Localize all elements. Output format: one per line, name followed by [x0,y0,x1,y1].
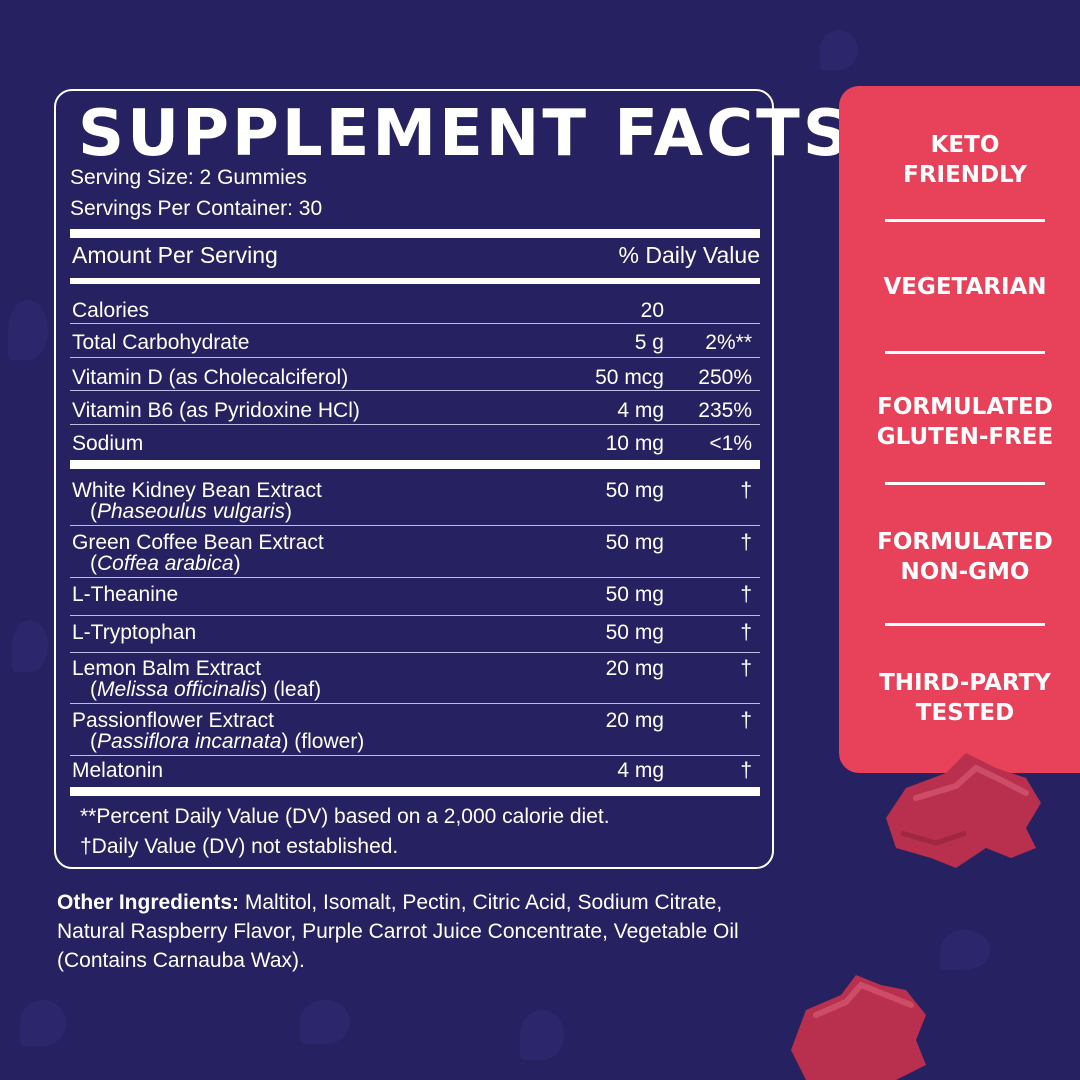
nutrient-daily-value: 235% [698,399,752,422]
row-divider [70,615,760,616]
servings-per-container: Servings Per Container: 30 [70,197,323,220]
background-leaf-shape [8,300,48,360]
panel-title: SUPPLEMENT FACTS [78,97,852,171]
background-leaf-shape [12,620,48,672]
claim-divider [885,219,1045,222]
claims-panel: KETO FRIENDLY VEGETARIAN FORMULATED GLUT… [839,86,1080,773]
nutrient-name: Calories [72,299,150,322]
row-divider [70,525,760,526]
background-leaf-shape [820,30,858,70]
ingredient-name: Passionflower Extract [72,709,274,732]
row-divider [70,357,760,358]
ingredient-name: L-Tryptophan [72,621,197,644]
ingredient-scientific-name: (Coffea arabica) [90,552,241,575]
ingredient-amount: 50 mg [605,583,664,606]
footnote-dv-not-established: †Daily Value (DV) not established. [80,835,399,858]
thick-divider [70,229,760,238]
row-divider [70,323,760,324]
claim-vegetarian: VEGETARIAN [839,272,1080,302]
nutrient-name: Vitamin D (as Cholecalciferol) [72,366,349,389]
nutrient-daily-value: 2%** [705,331,752,354]
ingredient-amount: 20 mg [605,657,664,680]
row-divider [70,755,760,756]
ingredient-amount: 50 mg [605,531,664,554]
row-divider [70,652,760,653]
ingredient-daily-value: † [740,621,752,644]
claim-line: KETO [930,132,1000,158]
thick-divider [70,787,760,796]
ingredient-daily-value: † [740,759,752,782]
claim-divider [885,482,1045,485]
ingredient-daily-value: † [740,657,752,680]
row-divider [70,703,760,704]
ingredient-amount: 20 mg [605,709,664,732]
ingredient-amount: 4 mg [617,759,664,782]
row-divider [70,577,760,578]
claim-line: FORMULATED [877,394,1053,420]
ingredient-scientific-name: (Phaseoulus vulgaris) [90,500,292,523]
ingredient-amount: 50 mg [605,479,664,502]
nutrient-daily-value: 250% [698,366,752,389]
ingredient-name: Green Coffee Bean Extract [72,531,324,554]
nutrient-amount: 4 mg [617,399,664,422]
claim-third-party-tested: THIRD-PARTY TESTED [839,668,1080,728]
claim-keto-friendly: KETO FRIENDLY [839,130,1080,190]
claim-non-gmo: FORMULATED NON-GMO [839,527,1080,587]
ingredient-name: Lemon Balm Extract [72,657,262,680]
nutrient-name: Vitamin B6 (as Pyridoxine HCl) [72,399,360,422]
ingredient-name: Melatonin [72,759,164,782]
claim-divider [885,623,1045,626]
other-ingredients: Other Ingredients: Maltitol, Isomalt, Pe… [57,888,777,975]
ingredient-daily-value: † [740,583,752,606]
row-divider [70,424,760,425]
ingredient-daily-value: † [740,531,752,554]
daily-value-label: % Daily Value [618,242,760,268]
claim-line: VEGETARIAN [883,274,1047,300]
ingredient-amount: 50 mg [605,621,664,644]
background-leaf-shape [520,1010,564,1060]
claim-line: THIRD-PARTY [879,670,1051,696]
claim-line: FRIENDLY [903,162,1027,188]
other-ingredients-text: Maltitol, Isomalt, Pectin, Citric Acid, … [57,891,739,972]
other-ingredients-label: Other Ingredients: [57,891,240,914]
nutrient-name: Sodium [72,432,144,455]
ingredient-daily-value: † [740,479,752,502]
ingredient-scientific-name: (Melissa officinalis) (leaf) [90,678,322,701]
gummy-image [886,753,1041,868]
nutrient-amount: 50 mcg [595,366,664,389]
thick-divider [70,278,760,284]
ingredient-daily-value: † [740,709,752,732]
row-divider [70,390,760,391]
background-leaf-shape [20,1000,66,1046]
amount-per-serving-label: Amount Per Serving [72,242,278,268]
claim-line: NON-GMO [900,559,1030,585]
nutrient-amount: 5 g [634,331,664,354]
nutrient-amount: 20 [640,299,664,322]
claim-line: TESTED [915,700,1015,726]
gummy-image [791,975,926,1080]
nutrient-daily-value: <1% [709,432,752,455]
claim-divider [885,351,1045,354]
claim-gluten-free: FORMULATED GLUTEN-FREE [839,392,1080,452]
ingredient-name: L-Theanine [72,583,179,606]
thick-divider [70,460,760,469]
serving-size: Serving Size: 2 Gummies [70,166,307,189]
nutrient-name: Total Carbohydrate [72,331,250,354]
background-leaf-shape [300,1000,350,1044]
claim-line: GLUTEN-FREE [876,424,1054,450]
background-leaf-shape [940,930,990,970]
ingredient-scientific-name: (Passiflora incarnata) (flower) [90,730,365,753]
ingredient-name: White Kidney Bean Extract [72,479,322,502]
supplement-facts-panel: SUPPLEMENT FACTS Serving Size: 2 Gummies… [54,89,849,869]
claim-line: FORMULATED [877,529,1053,555]
footnote-calorie-diet: **Percent Daily Value (DV) based on a 2,… [80,805,610,828]
nutrient-amount: 10 mg [605,432,664,455]
